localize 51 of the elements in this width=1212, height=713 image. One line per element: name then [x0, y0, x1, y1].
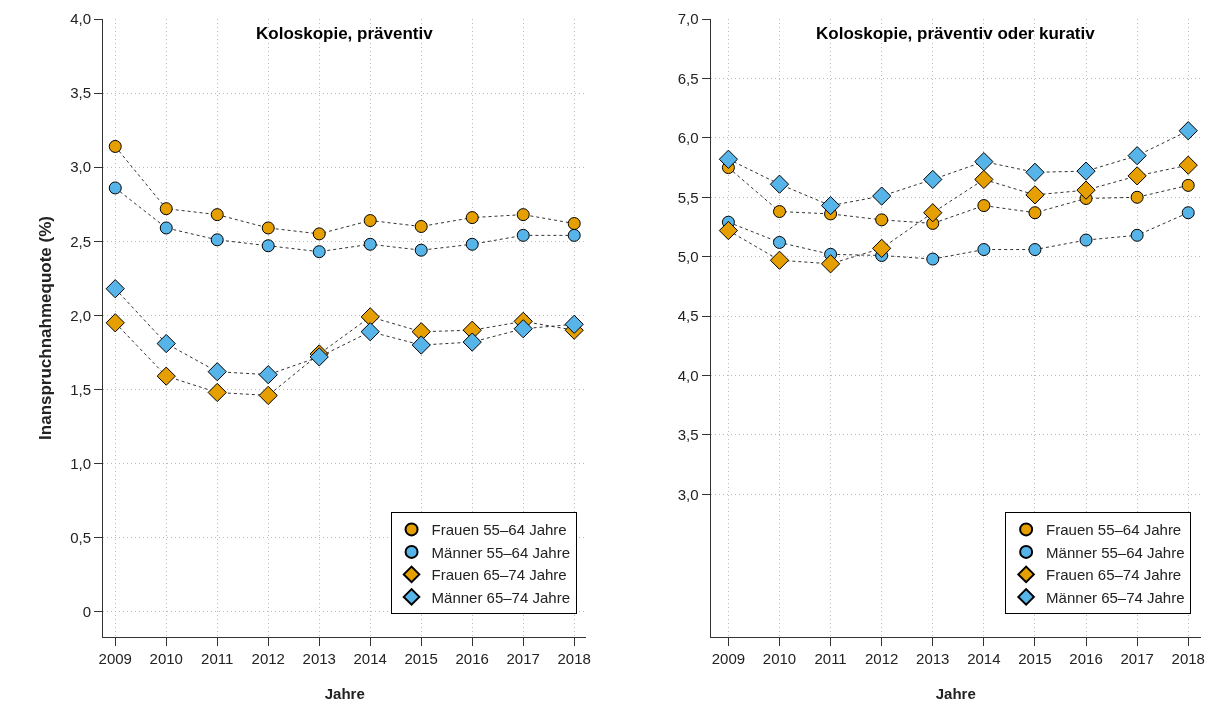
legend-label: Männer 55–64 Jahre — [1046, 543, 1185, 561]
x-tick-label: 2012 — [865, 650, 899, 667]
x-tick-label: 2009 — [711, 650, 746, 667]
legend-label: Männer 65–74 Jahre — [431, 588, 570, 606]
y-tick-label: 5,5 — [677, 188, 699, 206]
x-tick-label: 2017 — [506, 650, 540, 667]
x-tick-label: 2009 — [98, 650, 132, 667]
y-axis-title: Inanspruchnahmequote (%) — [35, 216, 55, 440]
legend-label: Männer 65–74 Jahre — [1046, 588, 1185, 606]
legend-label: Männer 55–64 Jahre — [431, 543, 570, 561]
x-axis-title: Jahre — [935, 685, 976, 702]
x-tick-label: 2012 — [251, 650, 285, 667]
x-axis-title: Jahre — [324, 685, 365, 702]
chart-title: Koloskopie, präventiv — [256, 24, 434, 43]
y-tick-label: 3,0 — [677, 485, 699, 503]
x-tick-label: 2011 — [814, 650, 847, 667]
x-tick-label: 2010 — [762, 650, 797, 667]
legend-label: Frauen 65–74 Jahre — [431, 566, 567, 584]
y-tick-label: 0,5 — [70, 528, 91, 546]
x-tick-label: 2013 — [916, 650, 950, 667]
legend-label: Frauen 55–64 Jahre — [431, 521, 567, 539]
x-tick-label: 2014 — [353, 650, 387, 667]
y-tick-label: 4,0 — [70, 10, 91, 28]
y-tick-label: 1,0 — [70, 454, 91, 472]
y-tick-label: 6,5 — [677, 69, 699, 87]
x-tick-label: 2016 — [1069, 650, 1103, 667]
x-tick-label: 2018 — [1171, 650, 1205, 667]
y-tick-label: 2,5 — [70, 232, 91, 250]
y-tick-label: 4,0 — [677, 366, 699, 384]
x-tick-label: 2014 — [967, 650, 1001, 667]
y-tick-label: 3,5 — [677, 426, 699, 444]
legend-label: Frauen 55–64 Jahre — [1046, 521, 1182, 539]
x-tick-label: 2015 — [1018, 650, 1052, 667]
y-tick-label: 6,0 — [677, 129, 699, 147]
x-tick-label: 2010 — [149, 650, 183, 667]
y-tick-label: 2,0 — [70, 306, 91, 324]
x-tick-label: 2011 — [201, 650, 234, 667]
y-tick-label: 1,5 — [70, 380, 91, 398]
x-tick-label: 2013 — [302, 650, 336, 667]
y-tick-label: 3,5 — [70, 84, 91, 102]
x-tick-label: 2015 — [404, 650, 438, 667]
chart-title: Koloskopie, präventiv oder kurativ — [816, 24, 1096, 43]
y-tick-label: 3,0 — [70, 158, 91, 176]
y-tick-label: 4,5 — [677, 307, 699, 325]
y-tick-label: 0 — [82, 603, 91, 621]
x-tick-label: 2016 — [455, 650, 489, 667]
legend-label: Frauen 65–74 Jahre — [1046, 566, 1182, 584]
y-tick-label: 7,0 — [677, 10, 699, 28]
x-tick-label: 2017 — [1120, 650, 1154, 667]
x-tick-label: 2018 — [557, 650, 591, 667]
y-tick-label: 5,0 — [677, 247, 699, 265]
